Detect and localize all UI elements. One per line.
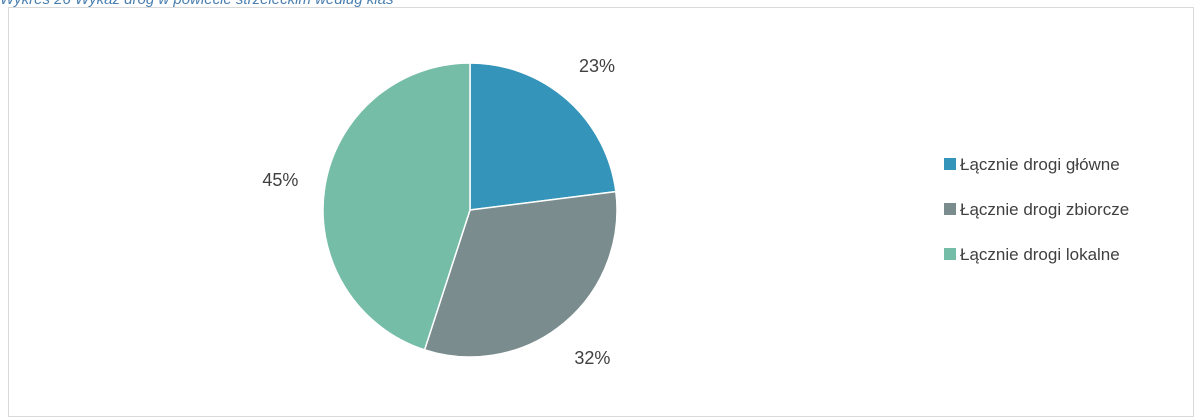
legend-swatch-3 — [944, 248, 956, 260]
data-label-3: 45% — [262, 170, 298, 190]
legend-swatch-1 — [944, 158, 956, 170]
legend-swatch-2 — [944, 203, 956, 215]
data-label-1: 23% — [579, 56, 615, 76]
legend-label-1: Łącznie drogi główne — [960, 155, 1120, 174]
legend-label-2: Łącznie drogi zbiorcze — [960, 200, 1129, 219]
chart-caption: Wykres 26 Wykaz dróg w powiecie strzelec… — [0, 0, 393, 8]
pie-slice-1 — [469, 62, 617, 211]
pie-slice-3 — [322, 62, 471, 351]
pie-labels: 23% 32% 45% — [262, 56, 615, 368]
data-label-2: 32% — [574, 348, 610, 368]
legend-label-3: Łącznie drogi lokalne — [960, 245, 1120, 264]
chart-legend: Łącznie drogi główne Łącznie drogi zbiorc… — [944, 155, 1129, 264]
pie-slices — [322, 62, 618, 358]
pie-slice-2 — [423, 190, 618, 358]
